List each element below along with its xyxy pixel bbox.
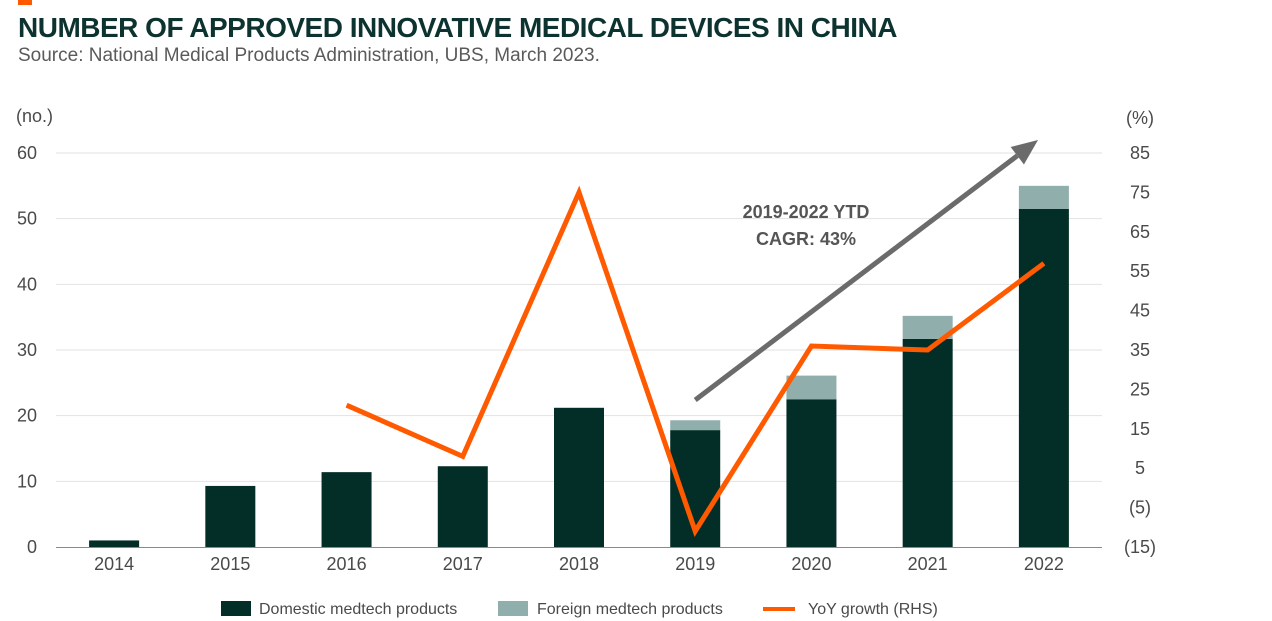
right-axis-unit: (%) bbox=[1126, 108, 1154, 128]
chart-source: Source: National Medical Products Admini… bbox=[18, 45, 600, 66]
x-axis-tick-label: 2016 bbox=[327, 554, 367, 574]
bar-domestic-2021 bbox=[902, 338, 953, 547]
cagr-arrow bbox=[693, 140, 1038, 402]
cagr-arrow-shaft bbox=[693, 153, 1019, 402]
cagr-annotation-line2: CAGR: 43% bbox=[756, 229, 856, 249]
cagr-arrow-head bbox=[1010, 140, 1038, 165]
chart-legend: Domestic medtech products Foreign medtech… bbox=[221, 601, 938, 618]
chart-title: NUMBER OF APPROVED INNOVATIVE MEDICAL DE… bbox=[18, 12, 897, 43]
bar-foreign-2019 bbox=[670, 420, 721, 431]
x-axis-tick-label: 2022 bbox=[1024, 554, 1064, 574]
left-axis-tick-label: 0 bbox=[27, 537, 37, 557]
right-axis-tick-label: 15 bbox=[1130, 419, 1150, 439]
x-axis-tick-label: 2017 bbox=[443, 554, 483, 574]
x-axis-tick-label: 2020 bbox=[791, 554, 831, 574]
left-axis-unit: (no.) bbox=[16, 106, 53, 126]
right-axis-tick-label: (5) bbox=[1129, 498, 1151, 518]
axes: 0 10 20 30 40 50 60 (15) (5) 5 15 25 35 45 55 65 75 85 (no… bbox=[16, 106, 1156, 574]
bar-domestic-2014 bbox=[89, 540, 140, 547]
legend-swatch-foreign bbox=[498, 601, 528, 616]
bar-foreign-2020 bbox=[786, 375, 837, 400]
left-axis-tick-label: 10 bbox=[17, 471, 37, 491]
title-accent-mark bbox=[18, 0, 32, 5]
bar-domestic-2018 bbox=[554, 407, 604, 547]
right-axis-tick-label: 25 bbox=[1130, 379, 1150, 399]
bar-foreign-2021 bbox=[902, 315, 953, 339]
bar-series bbox=[89, 185, 1069, 548]
left-axis-tick-label: 30 bbox=[17, 340, 37, 360]
left-axis-tick-label: 60 bbox=[17, 143, 37, 163]
cagr-annotation: 2019-2022 YTD CAGR: 43% bbox=[743, 202, 870, 249]
left-axis-tick-label: 40 bbox=[17, 274, 37, 294]
right-axis-tick-label: 45 bbox=[1130, 301, 1150, 321]
x-axis-tick-label: 2014 bbox=[94, 554, 134, 574]
right-axis-tick-label: 65 bbox=[1130, 222, 1150, 242]
bar-foreign-2022 bbox=[1018, 185, 1069, 209]
right-axis-tick-label: 85 bbox=[1130, 143, 1150, 163]
legend-swatch-domestic bbox=[221, 601, 251, 616]
x-axis-tick-label: 2018 bbox=[559, 554, 599, 574]
bar-domestic-2017 bbox=[437, 466, 488, 547]
right-axis-tick-label: 75 bbox=[1130, 182, 1150, 202]
left-axis-tick-label: 20 bbox=[17, 406, 37, 426]
right-axis-tick-label: 5 bbox=[1135, 458, 1145, 478]
yoy-line-series bbox=[345, 185, 1046, 538]
bar-domestic-2016 bbox=[321, 472, 372, 547]
bar-domestic-2015 bbox=[205, 485, 256, 547]
bar-domestic-2022 bbox=[1018, 208, 1069, 548]
right-axis-tick-label: (15) bbox=[1124, 537, 1156, 557]
right-axis-tick-label: 35 bbox=[1130, 340, 1150, 360]
x-axis-tick-label: 2021 bbox=[908, 554, 948, 574]
bar-domestic-2020 bbox=[786, 399, 837, 547]
right-axis-tick-label: 55 bbox=[1130, 261, 1150, 281]
x-axis-tick-label: 2015 bbox=[210, 554, 250, 574]
left-axis-tick-label: 50 bbox=[17, 209, 37, 229]
legend-label-domestic: Domestic medtech products bbox=[259, 601, 457, 618]
x-axis-tick-label: 2019 bbox=[675, 554, 715, 574]
legend-label-yoy: YoY growth (RHS) bbox=[808, 601, 938, 618]
cagr-annotation-line1: 2019-2022 YTD bbox=[743, 202, 870, 222]
legend-label-foreign: Foreign medtech products bbox=[537, 601, 723, 618]
